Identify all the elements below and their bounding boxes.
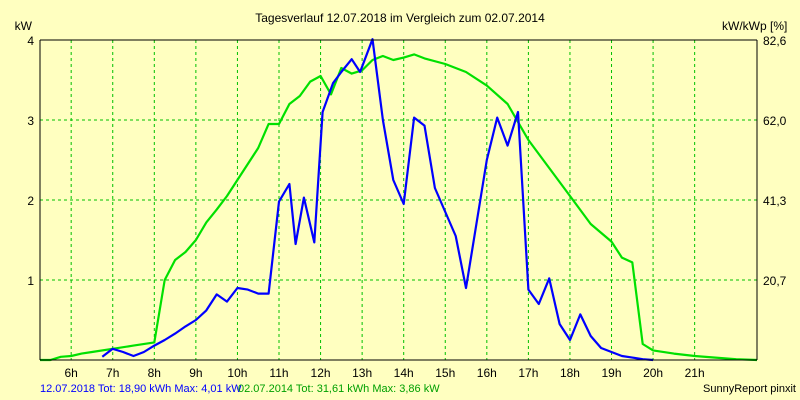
x-tick-label: 20h xyxy=(643,366,663,380)
x-tick-label: 10h xyxy=(227,366,247,380)
x-tick-label: 16h xyxy=(477,366,497,380)
grid xyxy=(40,40,757,360)
y-axis-left-label: kW xyxy=(15,19,33,33)
y-axis-right-label: kW/kWp [%] xyxy=(722,19,787,33)
x-tick-label: 9h xyxy=(189,366,202,380)
legend-entry-2018: 12.07.2018 Tot: 18,90 kWh Max: 4,01 kW xyxy=(40,383,242,395)
legend-entry-2014: 02.07.2014 Tot: 31,61 kWh Max: 3,86 kW xyxy=(238,383,440,395)
plot-area xyxy=(40,40,757,360)
x-tick-label: 15h xyxy=(435,366,455,380)
x-tick-label: 14h xyxy=(394,366,414,380)
x-tick-label: 18h xyxy=(560,366,580,380)
series-line-2014 xyxy=(40,53,758,362)
y-tick-label-right: 62,0 xyxy=(763,114,787,128)
y-tick-label-left: 1 xyxy=(27,274,34,288)
y-tick-label-right: 41,3 xyxy=(763,194,787,208)
x-tick-label: 8h xyxy=(148,366,161,380)
x-tick-label: 13h xyxy=(352,366,372,380)
x-tick-label: 11h xyxy=(269,366,288,380)
x-tick-label: 7h xyxy=(106,366,119,380)
x-tick-label: 12h xyxy=(311,366,331,380)
footer-brand: SunnyReport pinxit xyxy=(703,383,796,395)
x-tick-label: 6h xyxy=(64,366,77,380)
y-tick-label-right: 82,6 xyxy=(763,34,787,48)
y-tick-label-right: 20,7 xyxy=(763,274,787,288)
axes-layer: 6h 7h 8h 9h 10h 11h 12h 13h 14h 15h 16h 17h 18h 19h 20… xyxy=(27,34,786,380)
x-tick-label: 21h xyxy=(685,366,705,380)
series-layer xyxy=(40,38,758,362)
x-tick-label: 17h xyxy=(518,366,538,380)
series-line-2018 xyxy=(101,38,654,362)
y-tick-label-left: 2 xyxy=(27,194,34,208)
chart-title: Tagesverlauf 12.07.2018 im Vergleich zum… xyxy=(255,11,545,25)
x-tick-label: 19h xyxy=(602,366,622,380)
y-tick-label-left: 4 xyxy=(27,34,34,48)
y-tick-label-left: 3 xyxy=(27,114,34,128)
